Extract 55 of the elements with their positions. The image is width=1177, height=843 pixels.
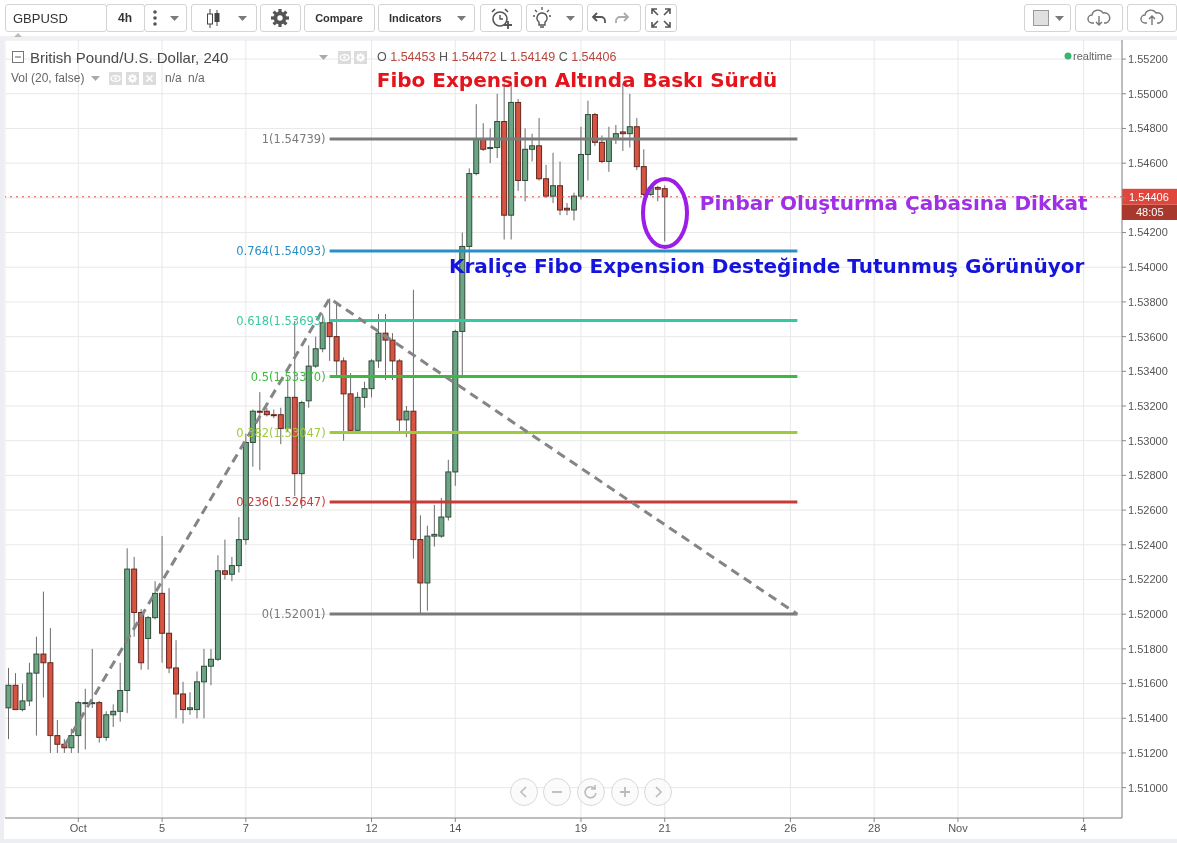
x-tick-label: 28 [868, 821, 881, 834]
annotation: n/a [188, 71, 205, 85]
y-tick-label: 1.51000 [1128, 781, 1168, 794]
ref-line-label: 1.54406 [1129, 190, 1169, 203]
y-tick-label: 1.51200 [1128, 746, 1168, 759]
y-tick-label: 1.55200 [1128, 52, 1168, 65]
y-tick-label: 1.52200 [1128, 573, 1168, 586]
annotation: Pinbar Oluşturma Çabasına Dikkat [699, 191, 1088, 216]
y-tick-label: 1.53800 [1128, 295, 1168, 308]
candlestick [221, 539, 228, 580]
y-tick-label: 1.52000 [1128, 608, 1168, 621]
y-tick-label: 1.53200 [1128, 399, 1168, 412]
y-tick-label: 1.52800 [1128, 469, 1168, 482]
ref-line-label: 1(1.54739) [261, 132, 326, 147]
text: GBPUSD [13, 10, 68, 26]
candlestick [605, 126, 612, 173]
x-tick-label: Oct [69, 821, 87, 834]
ref-line-label: 0(1.52001) [261, 607, 326, 622]
x-tick-label: 4 [1080, 821, 1087, 834]
text: O 1.54453 H 1.54472 L 1.54149 C 1.54406 [377, 49, 617, 64]
y-tick-label: 1.53400 [1128, 365, 1168, 378]
y-tick-label: 1.54200 [1128, 226, 1168, 239]
x-tick-label: 5 [159, 821, 166, 834]
x-tick-label: 14 [449, 821, 462, 834]
annotation: Vol (20, false) [11, 71, 85, 85]
y-tick-label: 1.52600 [1128, 504, 1168, 516]
candlestick [550, 152, 557, 204]
y-tick-label: 1.54000 [1128, 261, 1168, 274]
annotation: n/a [165, 71, 182, 85]
y-tick-label: 1.52400 [1128, 538, 1168, 551]
x-tick-label: 7 [242, 821, 249, 834]
ref-line-label: 0.764(1.54093) [236, 244, 326, 259]
y-tick-label: 1.54800 [1128, 122, 1168, 135]
x-tick-label: Nov [948, 821, 969, 834]
x-tick-label: 21 [658, 821, 671, 834]
y-tick-label: 1.51600 [1128, 677, 1168, 690]
annotation: realtime [1073, 49, 1113, 62]
y-tick-label: 1.51400 [1128, 712, 1168, 725]
text: 4h [117, 11, 133, 25]
annotation: Fibo Expension Altında Baskı Sürdü [376, 68, 778, 92]
x-tick-label: 19 [574, 821, 588, 834]
candlestick [5, 667, 12, 740]
text: Compare [315, 11, 363, 24]
y-tick-label: 1.54600 [1128, 157, 1168, 170]
x-tick-label: 12 [365, 821, 378, 834]
candlestick [403, 405, 410, 438]
y-tick-label: 1.55000 [1128, 87, 1168, 100]
x-tick-label: 26 [784, 821, 797, 834]
text: British Pound/U.S. Dollar, 240 [30, 48, 229, 66]
text: 48:05 [1136, 205, 1164, 218]
y-tick-label: 1.53000 [1128, 434, 1168, 447]
text: Indicators [389, 11, 442, 24]
candlestick [626, 93, 633, 149]
y-tick-label: 1.53600 [1128, 330, 1168, 343]
y-tick-label: 1.51800 [1128, 642, 1168, 655]
